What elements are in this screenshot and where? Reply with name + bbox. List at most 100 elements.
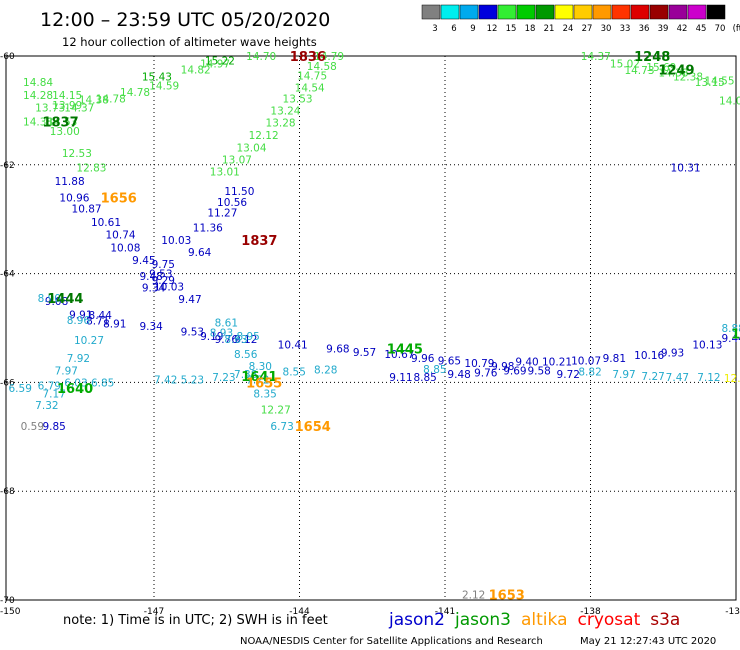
colorbar-label: 30 — [601, 24, 612, 34]
colorbar-swatch — [573, 4, 593, 20]
wave-height-value: 14.97 — [200, 59, 230, 71]
wave-height-value: 6.03 — [64, 377, 87, 389]
wave-height-value: 7.27 — [641, 371, 664, 383]
wave-height-value: 12.83 — [76, 163, 106, 175]
wave-height-value: 14.53 — [47, 116, 77, 128]
colorbar-label: 9 — [470, 24, 475, 34]
wave-height-value: 8.91 — [103, 319, 126, 331]
colorbar-label: 21 — [544, 24, 555, 34]
colorbar-label: 36 — [639, 24, 650, 34]
wave-height-value: 9.91 — [69, 309, 92, 321]
wave-height-value: 7.97 — [55, 365, 78, 377]
colorbar-swatch — [478, 4, 498, 20]
wave-height-value: 7.42 — [154, 375, 177, 387]
colorbar-label: 42 — [677, 24, 688, 34]
colorbar-swatch — [649, 4, 669, 20]
wave-height-value: 8.85 — [413, 372, 436, 384]
wave-height-value: 13.99 — [52, 100, 82, 112]
x-tick-label: -144 — [289, 607, 310, 617]
wave-height-value: 9.58 — [527, 365, 550, 377]
x-tick-label: -147 — [144, 607, 164, 617]
lat-lon-grid — [6, 56, 736, 600]
wave-height-value: 14.02 — [719, 96, 740, 108]
x-tick-label: -138 — [580, 607, 601, 617]
wave-height-value: 2.12 — [462, 590, 485, 602]
wave-height-value: 7.12 — [697, 372, 720, 384]
wave-height-value: 14.55 — [704, 75, 734, 87]
wave-height-value: 0.59 — [21, 421, 44, 433]
colorbar-label: 15 — [506, 24, 517, 34]
wave-height-value: 12.12 — [249, 130, 279, 142]
wave-height-value: 14.59 — [149, 80, 179, 92]
colorbar-label: 12 — [487, 24, 498, 34]
wave-height-value: 13.24 — [270, 105, 300, 117]
colorbar-label: 27 — [582, 24, 593, 34]
pass-time-label: 1641 — [241, 370, 277, 385]
wave-height-value: 11.27 — [207, 208, 237, 220]
colorbar-swatch — [706, 4, 726, 20]
colorbar-label: 45 — [696, 24, 707, 34]
satellite-name: jason2 — [388, 610, 445, 630]
wave-height-value: 10.41 — [278, 339, 308, 351]
wave-height-value: 14.38 — [79, 95, 109, 107]
wave-height-value: 7.92 — [67, 353, 90, 365]
pass-time-label: 1655 — [246, 376, 282, 391]
satellite-legend: jason2 jason3 altika cryosat s3a — [388, 610, 680, 630]
plot-frame — [5, 55, 737, 601]
footer-note: note: 1) Time is in UTC; 2) SWH is in fe… — [63, 613, 328, 628]
wave-height-value: 14.79 — [314, 51, 344, 63]
x-tick-label: -150 — [0, 607, 21, 617]
wave-height-value: 6.79 — [38, 381, 61, 393]
wave-height-value: 9.19 — [200, 331, 223, 343]
colorbar-swatch — [516, 4, 536, 20]
wave-height-value: 10.13 — [692, 339, 722, 351]
pass-time-label: 1642 — [731, 327, 740, 342]
satellite-name: altika — [521, 610, 568, 630]
wave-height-value: 14.54 — [295, 83, 325, 95]
wave-height-value: 14.38 — [658, 67, 688, 79]
wave-height-value: 7.97 — [612, 369, 635, 381]
wave-height-value: 9.72 — [557, 369, 580, 381]
wave-height-value: 14.75 — [297, 71, 327, 83]
wave-height-value: 10.08 — [110, 242, 140, 254]
wave-height-value: 9.68 — [326, 344, 349, 356]
wave-height-value: 13.00 — [50, 126, 80, 138]
wave-height-value: 12.15 — [724, 373, 740, 385]
pass-time-label: 1654 — [295, 420, 331, 435]
wave-height-value: 8.85 — [423, 364, 446, 376]
pass-time-label: 1444 — [47, 292, 83, 307]
chart-subtitle: 12 hour collection of altimeter wave hei… — [62, 35, 317, 49]
wave-height-value: 5.23 — [181, 375, 204, 387]
wave-height-value: 9.65 — [438, 356, 461, 368]
wave-height-value: 9.11 — [389, 372, 412, 384]
timestamp-text: May 21 12:27:43 UTC 2020 — [580, 636, 716, 647]
wave-height-value: 9.69 — [503, 365, 526, 377]
wave-height-value: 9.34 — [139, 321, 163, 333]
wave-height-value: 15.69 — [646, 62, 676, 74]
wave-height-value: 11.36 — [193, 222, 223, 234]
wave-height-value: 8.90 — [38, 293, 61, 305]
colorbar-label: (ft) — [733, 24, 740, 34]
colorbar-swatch — [421, 4, 441, 20]
wave-height-value: 13.04 — [236, 142, 266, 154]
pass-time-label: 1837 — [42, 115, 78, 130]
wave-height-value: 11.50 — [224, 186, 254, 198]
colorbar-swatch — [535, 4, 555, 20]
wave-height-value: 14.82 — [181, 65, 211, 77]
wave-height-value: 12.27 — [261, 405, 291, 417]
wave-height-value: 14.78 — [120, 87, 150, 99]
pass-time-label: 1249 — [658, 64, 694, 79]
x-tick-label: -13 — [725, 607, 740, 617]
wave-height-value: 10.21 — [542, 357, 572, 369]
colorbar-label: 18 — [525, 24, 536, 34]
pass-time-label: 1836 — [290, 50, 326, 65]
wave-height-value: 12.53 — [62, 148, 92, 160]
wave-height-value: 15.43 — [142, 72, 172, 84]
wave-height-value: 13.28 — [266, 117, 296, 129]
colorbar-swatch — [497, 4, 517, 20]
x-tick-label: -141 — [435, 607, 455, 617]
wave-height-value: 7.38 — [234, 369, 257, 381]
